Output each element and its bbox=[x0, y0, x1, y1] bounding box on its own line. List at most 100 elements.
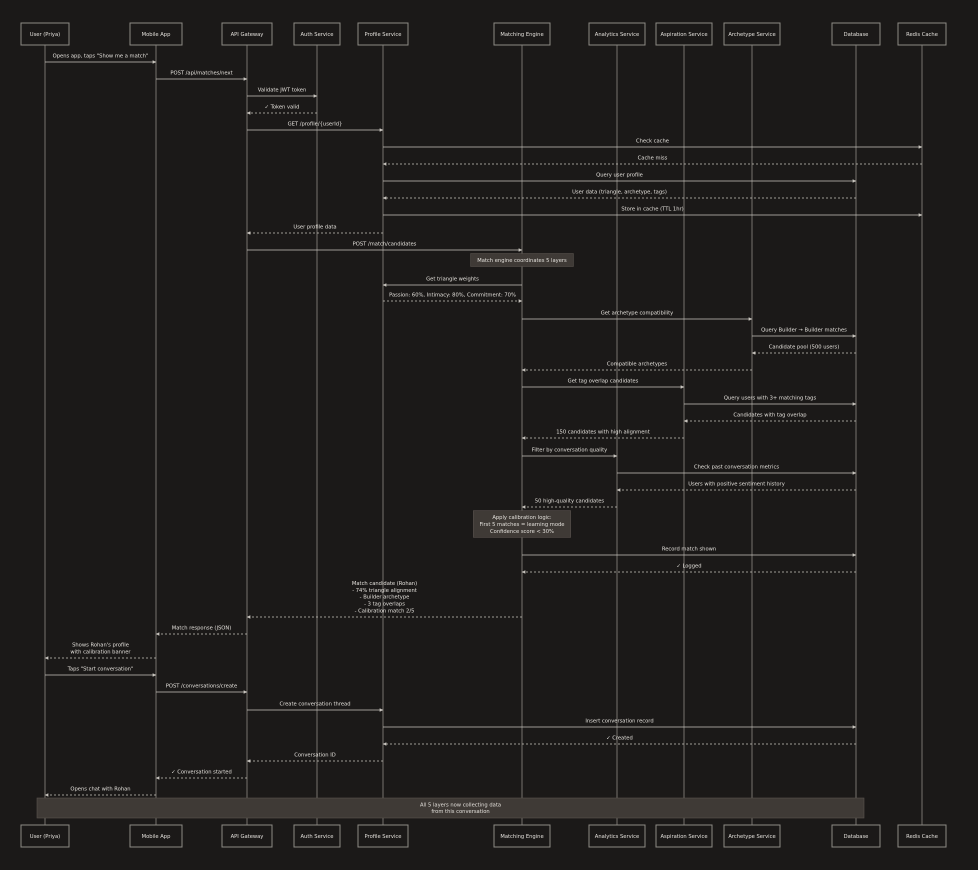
step-29: ✓ Logged bbox=[521, 564, 856, 574]
message-label: ✓ Created bbox=[606, 736, 633, 742]
step-23: Filter by conversation quality bbox=[522, 448, 618, 458]
participant-anal-top: Analytics Service bbox=[588, 22, 646, 46]
note-text: Match engine coordinates 5 layers bbox=[477, 258, 567, 264]
message-label: ✓ Logged bbox=[676, 564, 701, 570]
step-5: Check cache bbox=[383, 139, 923, 149]
message-label: ✓ Token valid bbox=[265, 105, 300, 111]
participant-redis-bottom: Redis Cache bbox=[897, 824, 947, 848]
participant-label: Mobile App bbox=[142, 32, 172, 38]
step-9: Store in cache (TTL 1hr) bbox=[383, 207, 923, 217]
message-label: Get archetype compatibility bbox=[601, 311, 673, 317]
participant-box bbox=[357, 22, 409, 46]
message-label: with calibration banner bbox=[70, 650, 131, 656]
message-label: Store in cache (TTL 1hr) bbox=[621, 207, 683, 213]
lifelines bbox=[44, 45, 923, 825]
step-10: User profile data bbox=[246, 225, 383, 235]
participant-box bbox=[221, 22, 273, 46]
note-text: First 5 matches = learning mode bbox=[480, 522, 565, 528]
message-label: POST /api/matches/next bbox=[170, 71, 232, 77]
banner-text: from this conversation bbox=[431, 809, 489, 815]
note-box bbox=[473, 510, 571, 538]
message-label: 150 candidates with high alignment bbox=[556, 430, 649, 436]
participant-label: API Gateway bbox=[231, 834, 264, 840]
step-1: POST /api/matches/next bbox=[156, 71, 248, 81]
banner-text: All 5 layers now collecting data bbox=[420, 802, 501, 808]
note-text: Confidence score < 30% bbox=[490, 529, 554, 535]
message-label: Opens chat with Rohan bbox=[70, 787, 130, 793]
participant-box bbox=[20, 824, 70, 848]
message-label: Validate JWT token bbox=[258, 88, 307, 94]
participant-match-bottom: Matching Engine bbox=[493, 824, 551, 848]
participant-box bbox=[897, 824, 947, 848]
participant-box bbox=[129, 22, 183, 46]
message-label: Query Builder → Builder matches bbox=[761, 328, 847, 334]
banner-box bbox=[36, 797, 865, 819]
message-label: Taps "Start conversation" bbox=[67, 667, 134, 673]
participant-label: Database bbox=[844, 32, 869, 38]
participant-label: Matching Engine bbox=[500, 834, 543, 840]
step-16: Query Builder → Builder matches bbox=[752, 328, 857, 338]
step-27: Apply calibration logic:First 5 matches … bbox=[473, 510, 571, 538]
message-label: Compatible archetypes bbox=[607, 362, 667, 368]
participant-gw-bottom: API Gateway bbox=[221, 824, 273, 848]
step-21: Candidates with tag overlap bbox=[683, 413, 856, 423]
participant-prof-top: Profile Service bbox=[357, 22, 409, 46]
step-18: Compatible archetypes bbox=[521, 362, 752, 372]
participant-box bbox=[723, 824, 781, 848]
message-label: POST /match/candidates bbox=[353, 242, 417, 248]
participant-db-bottom: Database bbox=[831, 824, 881, 848]
participant-box bbox=[221, 824, 273, 848]
message-label: POST /conversations/create bbox=[166, 684, 238, 690]
participant-box bbox=[20, 22, 70, 46]
participant-label: Archetype Service bbox=[728, 32, 775, 38]
step-22: 150 candidates with high alignment bbox=[521, 430, 684, 440]
message-steps: Opens app, taps "Show me a match" POST /a… bbox=[36, 54, 923, 819]
message-label: Candidates with tag overlap bbox=[733, 413, 807, 419]
participant-db-top: Database bbox=[831, 22, 881, 46]
participant-box bbox=[493, 22, 551, 46]
participant-auth-bottom: Auth Service bbox=[293, 824, 341, 848]
step-3: ✓ Token valid bbox=[246, 105, 317, 115]
participant-anal-bottom: Analytics Service bbox=[588, 824, 646, 848]
step-6: Cache miss bbox=[382, 156, 922, 166]
participant-arch-top: Archetype Service bbox=[723, 22, 781, 46]
step-25: Users with positive sentiment history bbox=[616, 482, 856, 492]
step-2: Validate JWT token bbox=[247, 88, 318, 98]
message-label: - 3 tag overlaps bbox=[364, 602, 405, 608]
participant-box bbox=[357, 824, 409, 848]
participant-arch-bottom: Archetype Service bbox=[723, 824, 781, 848]
message-label: Users with positive sentiment history bbox=[688, 482, 785, 488]
participant-box bbox=[897, 22, 947, 46]
step-0: Opens app, taps "Show me a match" bbox=[45, 54, 157, 64]
participant-box bbox=[655, 824, 713, 848]
step-39: ✓ Conversation started bbox=[155, 770, 247, 780]
message-label: Shows Rohan's profile bbox=[72, 643, 129, 649]
step-7: Query user profile bbox=[383, 173, 857, 183]
message-label: Get triangle weights bbox=[426, 277, 479, 283]
participant-asp-top: Aspiration Service bbox=[655, 22, 713, 46]
participant-label: Archetype Service bbox=[728, 834, 775, 840]
step-20: Query users with 3+ matching tags bbox=[684, 396, 857, 406]
message-label: Conversation ID bbox=[294, 753, 335, 759]
message-label: Record match shown bbox=[662, 547, 716, 553]
message-label: Insert conversation record bbox=[585, 719, 653, 725]
participant-label: Auth Service bbox=[301, 834, 334, 840]
message-label: - 74% triangle alignment bbox=[352, 588, 417, 594]
message-label: - Calibration match 2/5 bbox=[355, 609, 415, 615]
participant-auth-top: Auth Service bbox=[293, 22, 341, 46]
participant-box bbox=[831, 22, 881, 46]
participant-app-top: Mobile App bbox=[129, 22, 183, 46]
participant-box bbox=[655, 22, 713, 46]
step-14: Passion: 60%, Intimacy: 80%, Commitment:… bbox=[383, 293, 523, 303]
participant-box bbox=[588, 22, 646, 46]
message-label: Check cache bbox=[636, 139, 669, 145]
step-36: Insert conversation record bbox=[383, 719, 857, 729]
message-label: Create conversation thread bbox=[279, 702, 350, 708]
participant-box bbox=[293, 824, 341, 848]
step-40: Opens chat with Rohan bbox=[44, 787, 156, 797]
step-13: Get triangle weights bbox=[382, 277, 522, 287]
note-text: Apply calibration logic: bbox=[492, 515, 552, 521]
participant-label: Profile Service bbox=[365, 32, 402, 38]
